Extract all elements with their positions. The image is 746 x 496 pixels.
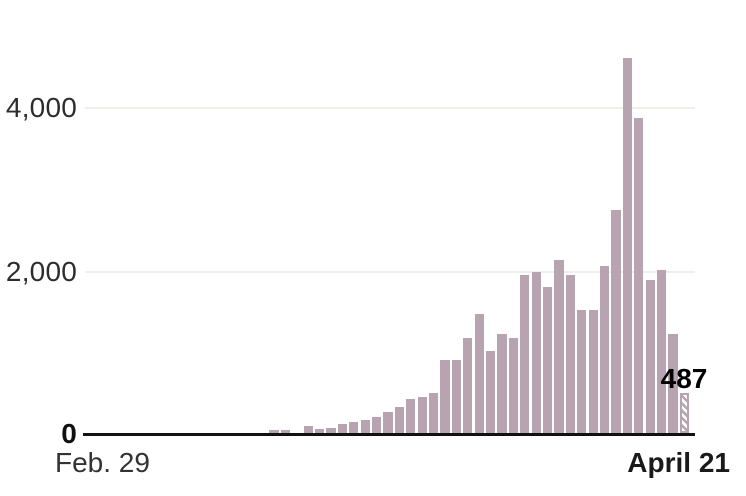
y-tick-label-0: 0	[61, 418, 77, 449]
bar-day-34	[474, 313, 484, 433]
bar-day-29	[417, 396, 427, 433]
bar-day-37	[508, 338, 518, 433]
bar-day-17	[280, 430, 290, 433]
bar-day-20	[315, 428, 325, 433]
bar-day-46	[611, 209, 621, 433]
bar-day-50	[657, 269, 667, 433]
bar-day-19	[303, 425, 313, 433]
bar-day-24	[360, 419, 370, 433]
bar-day-49	[645, 280, 655, 433]
bar-day-30	[429, 392, 439, 433]
bar-day-32	[451, 360, 461, 433]
bar-april-21-hatched	[679, 393, 689, 433]
bar-day-51	[668, 334, 678, 433]
y-tick-label-4000: 4,000	[5, 92, 77, 123]
bar-day-42	[565, 275, 575, 433]
bar-day-28	[406, 398, 416, 433]
bar-day-36	[497, 333, 507, 433]
bar-day-35	[486, 350, 496, 433]
bar-day-45	[600, 266, 610, 433]
bar-day-44	[588, 309, 598, 433]
bar-day-26	[383, 411, 393, 433]
gridline-4000	[85, 107, 695, 109]
bar-day-41	[554, 260, 564, 433]
gridline-2000	[85, 271, 695, 273]
bar-day-23	[349, 421, 359, 433]
last-bar-value-label: 487	[660, 363, 708, 394]
bar-day-38	[520, 275, 530, 433]
bar-day-27	[394, 406, 404, 433]
y-tick-label-2000: 2,000	[5, 256, 77, 287]
bar-day-48	[634, 118, 644, 433]
bar-day-40	[543, 286, 553, 433]
bar-day-25	[372, 416, 382, 433]
bar-day-16	[269, 429, 279, 433]
x-axis-line	[83, 433, 695, 436]
bar-day-31	[440, 360, 450, 433]
x-axis-end-label: April 21	[627, 447, 730, 478]
bar-day-21	[326, 427, 336, 433]
bar-day-43	[577, 309, 587, 433]
bar-day-39	[531, 271, 541, 433]
bar-day-33	[463, 338, 473, 433]
x-axis-start-label: Feb. 29	[55, 447, 150, 478]
bar-day-22	[337, 424, 347, 433]
bar-day-47	[622, 58, 632, 433]
